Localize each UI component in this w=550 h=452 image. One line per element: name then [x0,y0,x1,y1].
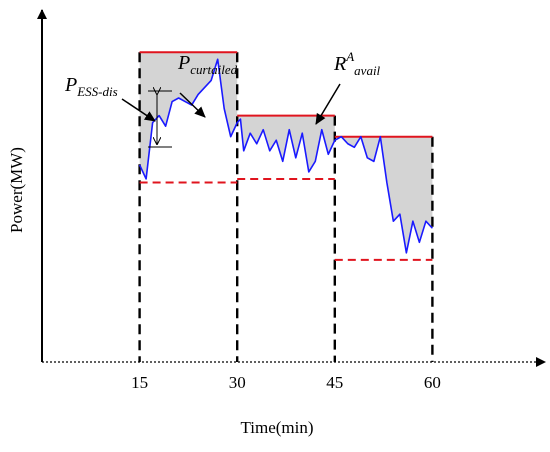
annotation-r-avail-sub: avail [354,63,380,78]
shaded-curtailed-regions [139,52,433,253]
annotation-p-ess-dis-main: P [64,74,77,96]
annotation-p-curtailed-sub: curtailed [190,62,237,77]
svg-text:PESS-dis: PESS-dis [64,74,118,99]
ess-dis-pointer-arrow [121,98,156,122]
power-series [138,58,433,254]
annotation-r-avail-sup: A [345,49,354,64]
x-tick-labels: 15 30 45 60 [131,373,441,392]
svg-text:RAavail: RAavail [333,49,381,78]
annotation-r-avail-main: R [333,53,346,75]
y-axis-label: Power(MW) [7,147,26,233]
x-tick-label-30: 30 [229,373,246,392]
shaded-region-1 [139,52,238,179]
svg-text:Pcurtailed: Pcurtailed [177,52,238,77]
annotation-r-avail: RAavail [315,49,381,125]
avail-pointer-arrow [315,83,341,125]
x-tick-label-45: 45 [326,373,343,392]
interval-boundaries [138,52,434,362]
annotation-p-curtailed: Pcurtailed [177,52,238,118]
annotation-p-ess-dis: PESS-dis [64,74,172,148]
annotation-p-curtailed-main: P [177,52,190,74]
x-axis-label: Time(min) [240,418,313,437]
interval-limits [139,51,433,261]
x-tick-label-15: 15 [131,373,148,392]
power-series-line [138,58,433,254]
annotation-p-ess-dis-sub: ESS-dis [76,84,117,99]
x-tick-label-60: 60 [424,373,441,392]
curtailed-pointer-arrow [179,92,206,118]
shaded-region-3 [334,136,433,253]
